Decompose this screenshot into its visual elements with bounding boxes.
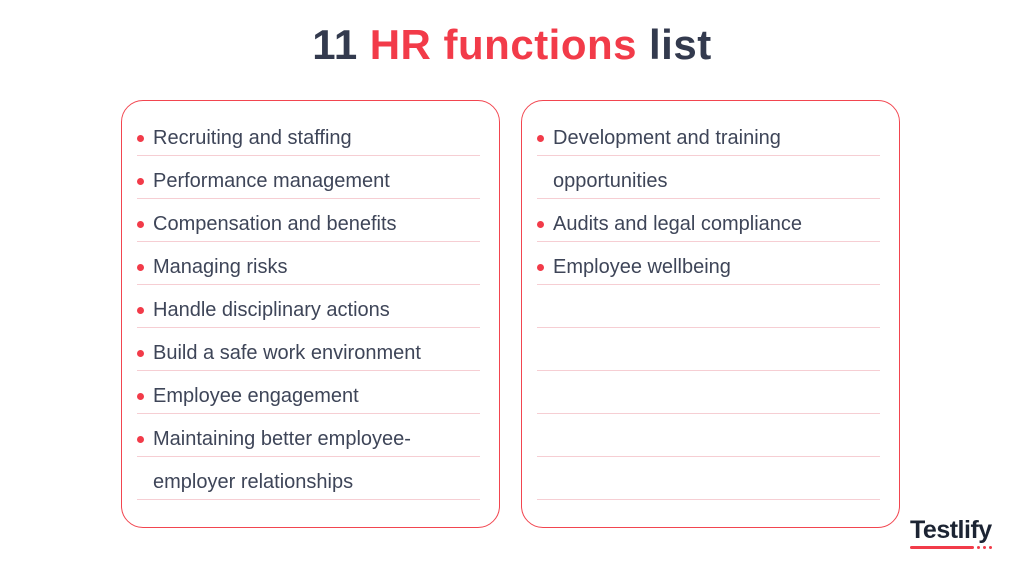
- empty-list-line: [537, 457, 880, 500]
- list-item-label: Audits and legal compliance: [553, 213, 803, 235]
- list-item: Development and training: [537, 113, 880, 156]
- list-item-label: Employee wellbeing: [553, 256, 731, 278]
- page-title: 11 HR functions list: [0, 21, 1024, 69]
- title-suffix: list: [649, 21, 712, 68]
- list-item-label: Managing risks: [153, 256, 288, 278]
- bullet-icon: [137, 436, 144, 443]
- bullet-icon: [137, 178, 144, 185]
- list-item: Compensation and benefits: [137, 199, 480, 242]
- list-item: Managing risks: [137, 242, 480, 285]
- bullet-icon: [537, 135, 544, 142]
- empty-list-line: [537, 414, 880, 457]
- list-item: opportunities: [537, 156, 880, 199]
- list-item: Recruiting and staffing: [137, 113, 480, 156]
- list-item-label: Handle disciplinary actions: [153, 299, 390, 321]
- list-item: Build a safe work environment: [137, 328, 480, 371]
- bullet-icon: [537, 264, 544, 271]
- bullet-icon: [137, 307, 144, 314]
- bullet-icon: [137, 350, 144, 357]
- testlify-logo-text: Testlify: [910, 516, 992, 544]
- list-item-label: employer relationships: [153, 471, 354, 493]
- empty-list-line: [537, 328, 880, 371]
- bullet-icon: [537, 221, 544, 228]
- title-number: 11: [312, 21, 358, 68]
- list-item: Employee wellbeing: [537, 242, 880, 285]
- testlify-logo: Testlify: [910, 517, 992, 549]
- list-item-label: Build a safe work environment: [153, 342, 421, 364]
- list-item: Maintaining better employee-: [137, 414, 480, 457]
- list-item-label: Recruiting and staffing: [153, 127, 352, 149]
- empty-list-line: [537, 285, 880, 328]
- bullet-icon: [137, 221, 144, 228]
- bullet-icon: [137, 135, 144, 142]
- testlify-logo-underline-icon: [910, 546, 992, 549]
- list-item: Performance management: [137, 156, 480, 199]
- hr-functions-panel-right: Development and training opportunities Aud…: [521, 100, 900, 528]
- bullet-icon: [137, 393, 144, 400]
- list-item-label: Maintaining better employee-: [153, 428, 411, 450]
- list-item-label: Performance management: [153, 170, 390, 192]
- hr-functions-panel-left: Recruiting and staffing Performance manag…: [121, 100, 500, 528]
- list-item: Audits and legal compliance: [537, 199, 880, 242]
- list-item: Handle disciplinary actions: [137, 285, 480, 328]
- title-highlight: HR functions: [369, 21, 638, 68]
- list-item: employer relationships: [137, 457, 480, 500]
- list-item: Employee engagement: [137, 371, 480, 414]
- list-item-label: Compensation and benefits: [153, 213, 397, 235]
- empty-list-line: [537, 371, 880, 414]
- list-item-label: Development and training: [553, 127, 781, 149]
- list-item-label: Employee engagement: [153, 385, 359, 407]
- bullet-icon: [137, 264, 144, 271]
- list-item-label: opportunities: [553, 170, 668, 192]
